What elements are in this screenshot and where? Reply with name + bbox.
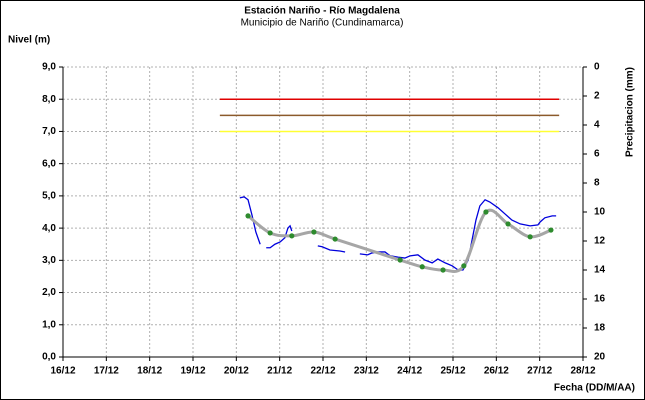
data-point: [289, 233, 295, 239]
chart-title: Estación Nariño - Río Magdalena: [244, 6, 400, 17]
y-tick-label: 1,0: [42, 319, 56, 330]
y-tick-label: 4,0: [42, 223, 56, 234]
data-point: [440, 267, 446, 273]
x-tick-label: 23/12: [354, 366, 379, 377]
y-tick-label: 7,0: [42, 126, 56, 137]
x-tick-label: 25/12: [440, 366, 465, 377]
x-tick-label: 21/12: [267, 366, 292, 377]
x-tick-label: 17/12: [94, 366, 119, 377]
y2-tick-label: 2: [594, 91, 600, 102]
data-point: [267, 230, 273, 236]
x-tick-label: 18/12: [137, 366, 162, 377]
y-tick-label: 0,0: [42, 352, 56, 363]
y2-tick-label: 8: [594, 178, 600, 189]
data-point: [419, 264, 425, 270]
data-point: [461, 263, 467, 269]
chart-subtitle: Municipio de Nariño (Cundinamarca): [241, 18, 404, 29]
data-point: [548, 227, 554, 233]
x-tick-label: 28/12: [570, 366, 595, 377]
x-tick-label: 26/12: [484, 366, 509, 377]
y-tick-label: 9,0: [42, 62, 56, 73]
y-tick-label: 5,0: [42, 191, 56, 202]
x-tick-label: 20/12: [224, 366, 249, 377]
y2-tick-label: 12: [594, 236, 606, 247]
data-point: [311, 229, 317, 235]
y-tick-label: 8,0: [42, 94, 56, 105]
y2-tick-label: 4: [594, 120, 600, 131]
data-point: [505, 221, 511, 227]
y2-tick-label: 6: [594, 149, 600, 160]
y2-tick-label: 0: [594, 62, 600, 73]
y-tick-label: 3,0: [42, 255, 56, 266]
data-point: [397, 257, 403, 263]
x-tick-label: 24/12: [397, 366, 422, 377]
x-axis-label: Fecha (DD/M/AA): [554, 383, 635, 394]
y2-tick-label: 20: [594, 352, 606, 363]
y-tick-label: 6,0: [42, 158, 56, 169]
data-point: [527, 234, 533, 240]
y2-tick-label: 14: [594, 265, 606, 276]
y2-tick-label: 16: [594, 294, 606, 305]
y-axis-label: Nivel (m): [8, 35, 50, 46]
y-tick-label: 2,0: [42, 287, 56, 298]
y2-axis-label: Precipitacion (mm): [625, 67, 636, 157]
y2-tick-label: 18: [594, 323, 606, 334]
x-tick-label: 19/12: [180, 366, 205, 377]
series-line: [239, 196, 557, 271]
data-point: [245, 213, 251, 219]
data-point: [332, 236, 338, 242]
y2-tick-label: 10: [594, 207, 606, 218]
x-tick-label: 16/12: [50, 366, 75, 377]
x-tick-label: 27/12: [527, 366, 552, 377]
data-point: [483, 209, 489, 215]
x-tick-label: 22/12: [310, 366, 335, 377]
